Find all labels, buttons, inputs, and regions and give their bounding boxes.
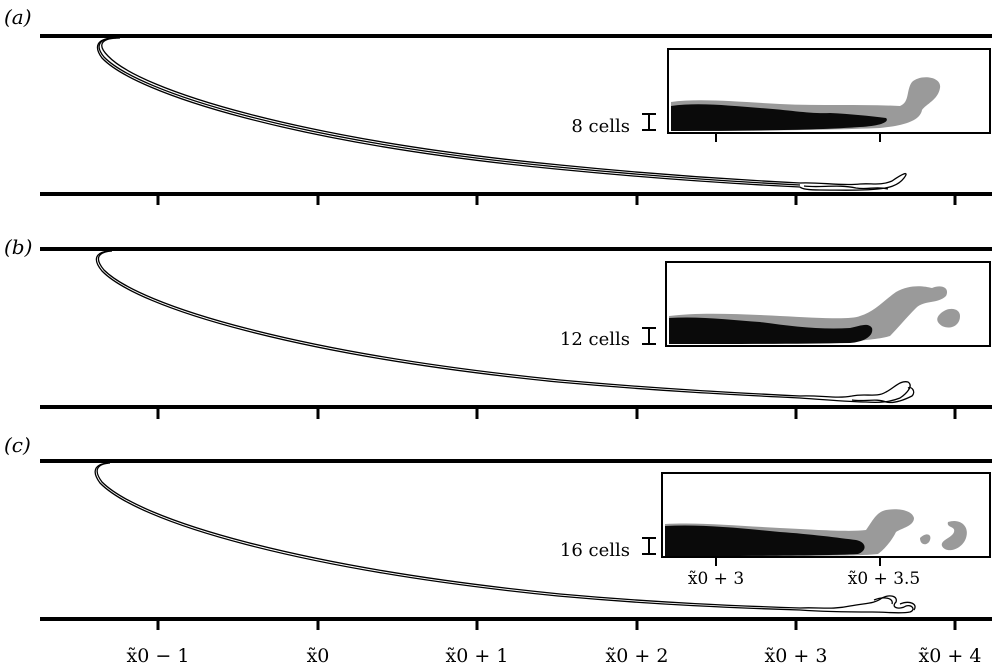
wall-ticks-c xyxy=(156,621,957,630)
inset-dark-region-b xyxy=(669,317,873,344)
inset-grey-blob-c xyxy=(941,520,967,551)
x-tick-label: x̃0 + 2 xyxy=(606,645,669,667)
x-tick-label: x̃0 xyxy=(307,645,330,667)
x-tick-label: x̃0 + 1 xyxy=(446,645,509,667)
panel-label-c: (c) xyxy=(4,433,31,457)
scale-bar-c xyxy=(642,537,656,555)
inset-ticks-c xyxy=(715,557,881,566)
inset-grey-dash-c xyxy=(920,534,931,545)
x-axis-tick-labels: x̃0 − 1 x̃0 x̃0 + 1 x̃0 + 2 x̃0 + 3 x̃0 … xyxy=(127,645,982,667)
interface-contour-a xyxy=(96,37,907,191)
scale-bar-a xyxy=(642,113,656,131)
x-tick-label: x̃0 + 3 xyxy=(765,645,828,667)
x-tick-label: x̃0 − 1 xyxy=(127,645,190,667)
interface-contour-c xyxy=(94,462,916,614)
wall-ticks-a xyxy=(156,196,957,205)
inset-ticks-a xyxy=(715,133,881,142)
panel-c: (c) x̃0 + 3 x̃0 + 3.5 xyxy=(4,433,992,630)
x-tick-label: x̃0 + 4 xyxy=(919,645,982,667)
inset-grey-blob-b xyxy=(937,308,960,328)
resolution-label-a: 8 cells xyxy=(571,116,630,137)
inset-tick-label-2: x̃0 + 3.5 xyxy=(848,569,921,589)
panel-b: (b) 12 cells xyxy=(4,235,992,419)
panel-a: (a) 8 cells xyxy=(4,5,992,205)
scale-bar-b xyxy=(642,327,656,345)
inset-b: 12 cells xyxy=(560,261,991,350)
inset-dark-region-a xyxy=(671,104,887,131)
resolution-label-b: 12 cells xyxy=(560,329,630,350)
wall-ticks-b xyxy=(156,409,957,419)
inset-a: 8 cells xyxy=(571,48,991,142)
interface-contour-b xyxy=(95,250,915,404)
inset-c: x̃0 + 3 x̃0 + 3.5 16 cells xyxy=(560,472,991,589)
panel-label-b: (b) xyxy=(4,235,32,259)
inset-dark-region-c xyxy=(665,525,865,556)
inset-tick-label-1: x̃0 + 3 xyxy=(688,569,744,589)
panel-label-a: (a) xyxy=(4,5,32,29)
resolution-label-c: 16 cells xyxy=(560,540,630,561)
